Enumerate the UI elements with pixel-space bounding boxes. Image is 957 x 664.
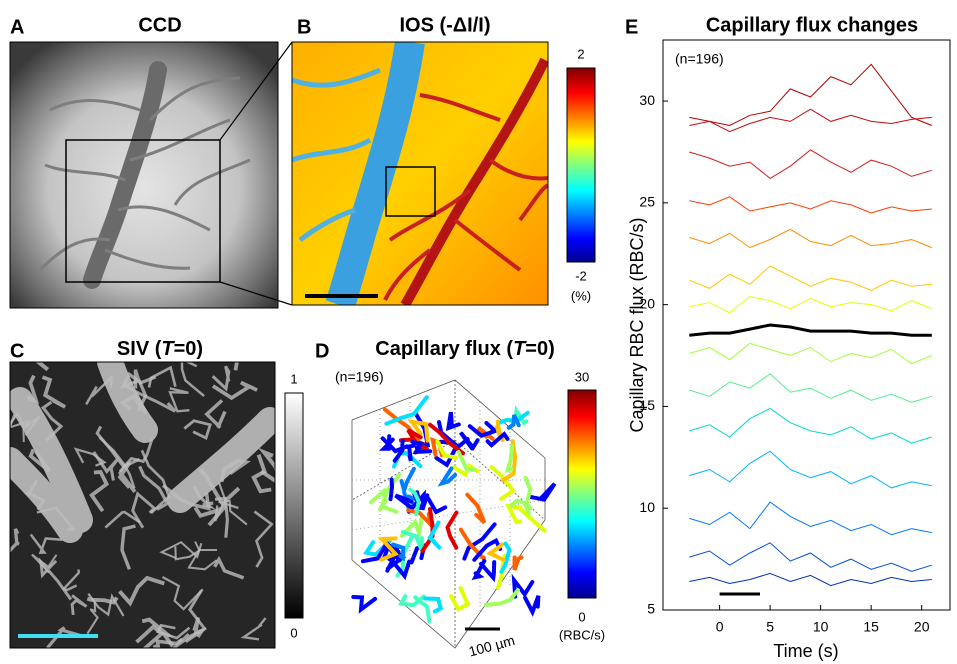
panel-title: Capillary flux (T=0) — [375, 338, 555, 360]
scale-label: 100 µm — [467, 632, 517, 660]
colorbar-label: -2 — [575, 268, 587, 283]
colorbar-label: 1 — [290, 371, 297, 386]
capillary — [448, 513, 457, 548]
page: A CCD B IOS (-ΔI/I) 2 -2 (%) C SIV (T=0)… — [0, 0, 957, 664]
annotation: (n=196) — [675, 51, 724, 67]
capillary — [525, 596, 538, 612]
annotation: (n=196) — [335, 369, 384, 385]
series-line — [689, 502, 932, 535]
panel-title: IOS (-ΔI/I) — [399, 14, 490, 36]
series-line — [689, 229, 932, 247]
y-tick-label: 5 — [647, 601, 655, 617]
y-tick-label: 15 — [639, 397, 655, 413]
series-line — [689, 150, 932, 179]
colorbar-unit: (%) — [571, 288, 591, 303]
panel-letter: B — [297, 16, 311, 38]
x-tick-label: 20 — [914, 619, 930, 635]
x-tick-label: 5 — [766, 619, 774, 635]
series-line — [689, 343, 932, 363]
series-line — [689, 451, 932, 488]
series-line — [689, 197, 932, 213]
capillary — [402, 469, 414, 491]
panel-title: SIV (T=0) — [117, 338, 203, 360]
colorbar — [285, 393, 303, 618]
x-tick-label: 10 — [813, 619, 829, 635]
capillary — [442, 469, 455, 484]
y-tick-label: 10 — [639, 499, 655, 515]
series-line — [689, 409, 932, 444]
series-line — [689, 374, 932, 403]
x-tick-label: 0 — [716, 619, 724, 635]
colorbar-unit: (RBC/s) — [559, 627, 605, 642]
series-line — [689, 543, 932, 572]
capillary — [492, 467, 514, 499]
capillary — [451, 588, 468, 609]
colorbar-label: 30 — [575, 369, 589, 384]
x-tick-label: 15 — [863, 619, 879, 635]
title-part: =0) — [174, 338, 203, 360]
title-part: SIV ( — [117, 338, 162, 360]
colorbar-label: 2 — [577, 46, 584, 61]
capillary — [508, 506, 520, 522]
panel-letter: D — [315, 340, 329, 362]
y-tick-label: 25 — [639, 194, 655, 210]
colorbar — [567, 68, 595, 262]
series-line — [689, 109, 932, 131]
capillary — [531, 484, 555, 500]
series-line — [689, 325, 932, 335]
x-axis-label: Time (s) — [773, 641, 838, 661]
series-line — [689, 64, 932, 125]
capillary — [448, 412, 458, 428]
panel-letter: A — [10, 16, 24, 38]
colorbar — [568, 390, 596, 598]
capillary — [391, 480, 393, 500]
capillary — [515, 557, 522, 570]
series-line — [689, 266, 932, 290]
capillary — [353, 597, 375, 610]
siv-image — [0, 348, 279, 662]
colorbar-label: 0 — [578, 609, 585, 624]
capillary — [490, 545, 504, 561]
y-tick-label: 30 — [639, 92, 655, 108]
figure: A CCD B IOS (-ΔI/I) 2 -2 (%) C SIV (T=0)… — [0, 0, 957, 664]
panel-title: CCD — [138, 14, 181, 36]
panel-letter: C — [10, 340, 24, 362]
plot-area: 5 10 15 20 25 30 0 5 10 15 20 — [639, 40, 950, 635]
panel-letter: E — [625, 16, 638, 38]
ios-image — [292, 42, 548, 305]
capillary — [467, 495, 484, 523]
colorbar-label: 0 — [290, 625, 297, 640]
series-line — [689, 297, 932, 313]
chart-title: Capillary flux changes — [706, 14, 918, 36]
capillary — [415, 597, 429, 621]
capillaries — [353, 397, 554, 621]
title-part: =0) — [525, 338, 554, 360]
capillary — [371, 491, 385, 509]
series-line — [689, 573, 932, 585]
capillary — [526, 478, 531, 509]
ccd-image — [10, 42, 278, 308]
y-tick-label: 20 — [639, 295, 655, 311]
title-part: Capillary flux ( — [375, 338, 513, 360]
capillary — [481, 562, 494, 578]
capillary — [508, 446, 512, 470]
